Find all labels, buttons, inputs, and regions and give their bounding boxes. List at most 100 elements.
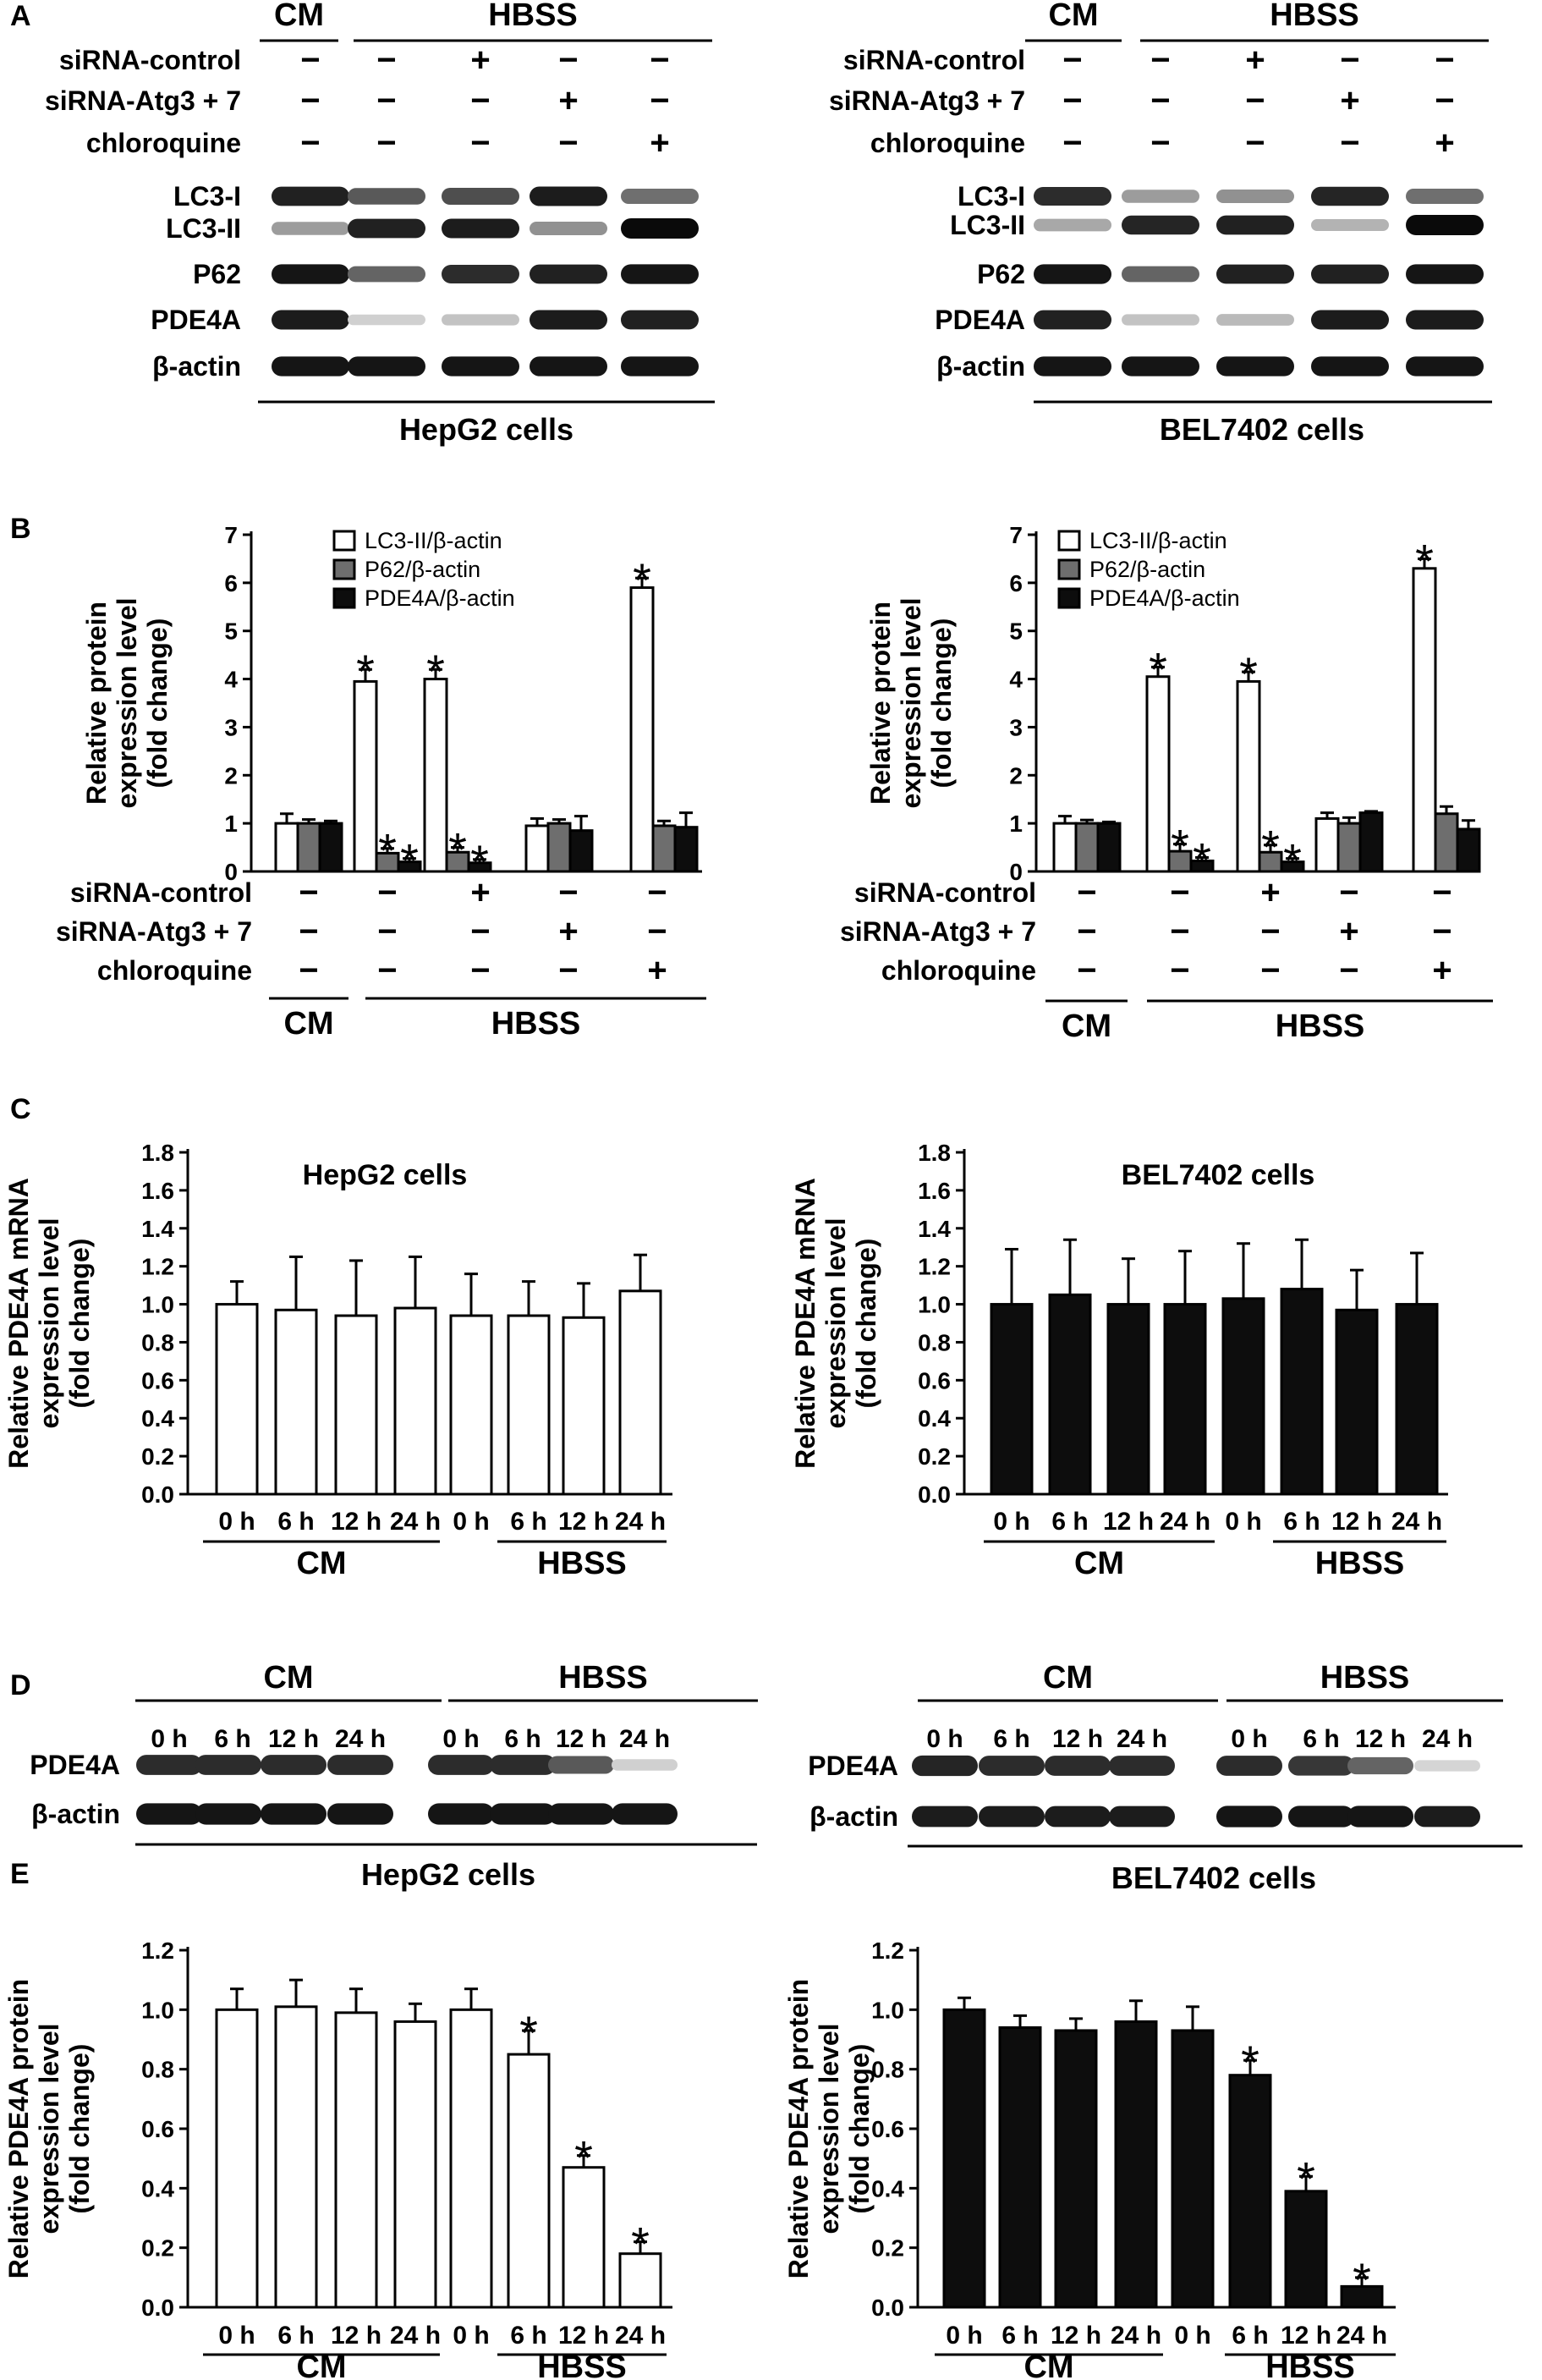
b-right-sign-0-3: − xyxy=(1339,874,1358,911)
e-right-bar-0-1 xyxy=(998,2025,1042,2309)
d-right-time-label-3: 24 h xyxy=(1117,1725,1167,1753)
b-left-cm-label: CM xyxy=(283,1006,333,1042)
b-left-legend-label-2: PDE4A/β-actin xyxy=(365,585,515,611)
a-left-band-4-4 xyxy=(621,356,699,377)
b-left-sign-2-3: − xyxy=(558,952,578,989)
b-left-legend-label-1: P62/β-actin xyxy=(365,557,480,582)
d-right-time-label-2: 12 h xyxy=(1052,1725,1103,1753)
b-right-sign-0-2: + xyxy=(1260,874,1280,911)
d-right-blot: PDE4A β-actin xyxy=(808,1751,1480,1832)
b-left-sign-2-1: − xyxy=(377,952,397,989)
a-left-blot-label-4: β-actin xyxy=(152,351,241,382)
a-right-blot-label-2: P62 xyxy=(977,259,1025,289)
d-right-band-0-3 xyxy=(1109,1756,1175,1776)
c-left-time-label-7: 24 h xyxy=(615,1508,666,1536)
e-left-y-tick-label: 0.8 xyxy=(141,2057,174,2083)
b-right-sign-0-1: − xyxy=(1170,874,1189,911)
a-right-band-3-3 xyxy=(1311,310,1389,330)
e-right-star-0-7: * xyxy=(1353,2253,1371,2306)
a-right-sign-2-1: − xyxy=(1150,124,1170,162)
d-right-band-0-1 xyxy=(979,1756,1045,1776)
e-left-y-tick-label: 0.0 xyxy=(141,2295,174,2321)
a-right-band-4-4 xyxy=(1406,356,1484,377)
d-right-band-0-4 xyxy=(1216,1756,1282,1776)
b-right-sign-0-4: − xyxy=(1432,874,1451,911)
e-right-star-0-6: * xyxy=(1297,2152,1315,2205)
b-left-sign-1-2: − xyxy=(470,913,490,950)
e-right-y-tick-label: 0.4 xyxy=(871,2175,904,2201)
c-left-y-tick-label: 1.0 xyxy=(141,1292,174,1318)
e-right-bar-0-4 xyxy=(1171,2029,1215,2309)
c-right-bar-0-0 xyxy=(990,1303,1034,1496)
panel-label-b: B xyxy=(10,513,31,545)
a-left-band-2-1 xyxy=(348,266,425,283)
b-right-legend-swatch-1 xyxy=(1057,558,1081,580)
a-left-band-4-2 xyxy=(442,356,519,377)
d-left-band-1-5 xyxy=(490,1803,556,1825)
panel-label-a: A xyxy=(10,0,31,32)
a-right-band-4-0 xyxy=(1034,356,1111,377)
b-right-sign-1-3: + xyxy=(1339,913,1358,950)
b-right-y-tick-label: 1 xyxy=(1009,811,1023,837)
b-left-bar-0-3 xyxy=(524,824,550,873)
b-right-star-0-2: * xyxy=(1239,647,1258,701)
b-right-star-1-1: * xyxy=(1171,820,1189,873)
a-right-sign-2-2: − xyxy=(1245,124,1265,162)
a-left-cell-label: HepG2 cells xyxy=(399,412,573,447)
a-left-blot-label-2: P62 xyxy=(193,259,241,289)
a-right-row-label-0: siRNA-control xyxy=(843,45,1025,75)
e-left-bar-0-5 xyxy=(507,2053,551,2309)
a-right-band-4-1 xyxy=(1122,356,1199,377)
e-left-bar-0-7 xyxy=(618,2252,662,2309)
c-right-y-tick-label: 0.8 xyxy=(918,1329,951,1355)
e-right-bar-0-6 xyxy=(1284,2190,1328,2309)
c-left-y-tick-label: 0.4 xyxy=(141,1405,174,1432)
e-right-star-0-5: * xyxy=(1241,2036,1259,2089)
d-right-band-1-5 xyxy=(1288,1806,1354,1828)
a-left-sign-1-0: − xyxy=(300,82,320,119)
e-right-time-label-0: 0 h xyxy=(946,2322,982,2350)
a-left-sign-0-2: + xyxy=(470,41,490,79)
a-left-sign-2-4: + xyxy=(650,124,669,162)
c-right-hbss-label: HBSS xyxy=(1315,1546,1405,1581)
b-left-y-tick-label: 7 xyxy=(224,522,238,548)
a-left-band-3-0 xyxy=(272,310,349,330)
c-right-time-label-6: 12 h xyxy=(1331,1508,1382,1536)
b-right-bar-2-4 xyxy=(1456,827,1481,873)
b-left-bar-2-0 xyxy=(318,822,343,873)
b-left-legend-swatch-0 xyxy=(332,530,356,552)
a-right-sign-1-4: − xyxy=(1435,82,1454,119)
b-right-sign-2-4: + xyxy=(1432,952,1451,989)
c-right-y-tick-label: 0.6 xyxy=(918,1367,951,1393)
b-right-cm-label: CM xyxy=(1062,1009,1111,1044)
e-left-time-label-6: 12 h xyxy=(558,2322,609,2350)
b-left-bar-0-1 xyxy=(353,679,378,873)
a-right-blot-label-1: LC3-II xyxy=(950,210,1025,240)
a-left-blot-label-0: LC3-I xyxy=(173,181,241,212)
d-left-band-0-5 xyxy=(490,1755,556,1775)
c-right-y-tick-label: 0.4 xyxy=(918,1405,951,1432)
d-right-band-1-3 xyxy=(1109,1806,1175,1828)
a-left-band-2-2 xyxy=(442,264,519,284)
a-left-band-3-1 xyxy=(348,314,425,326)
b-right-y-tick-label: 3 xyxy=(1009,714,1023,740)
d-left-blot-label-1: β-actin xyxy=(31,1799,120,1829)
b-right-bar-1-3 xyxy=(1336,822,1362,873)
c-left-bar-0-4 xyxy=(449,1314,493,1496)
a-left-band-4-3 xyxy=(530,356,607,377)
b-right-y-tick-label: 7 xyxy=(1009,522,1023,548)
d-right-time-label-6: 12 h xyxy=(1355,1725,1406,1753)
c-left-time-label-3: 24 h xyxy=(390,1508,441,1536)
c-right-bar-0-5 xyxy=(1280,1288,1324,1496)
a-right-sign-1-1: − xyxy=(1150,82,1170,119)
b-right-chart: 0 1 2 3 4 5 6 7 Relative protein expression level… xyxy=(865,522,1481,888)
a-right-band-3-2 xyxy=(1216,314,1294,326)
c-right-bar-0-7 xyxy=(1395,1303,1439,1496)
a-right-blot-label-0: LC3-I xyxy=(958,181,1025,212)
d-right-blot-label-1: β-actin xyxy=(809,1801,898,1832)
b-right-star-2-2: * xyxy=(1283,834,1302,888)
a-left-row-label-0: siRNA-control xyxy=(59,45,241,75)
a-left-sign-0-3: − xyxy=(558,41,578,79)
